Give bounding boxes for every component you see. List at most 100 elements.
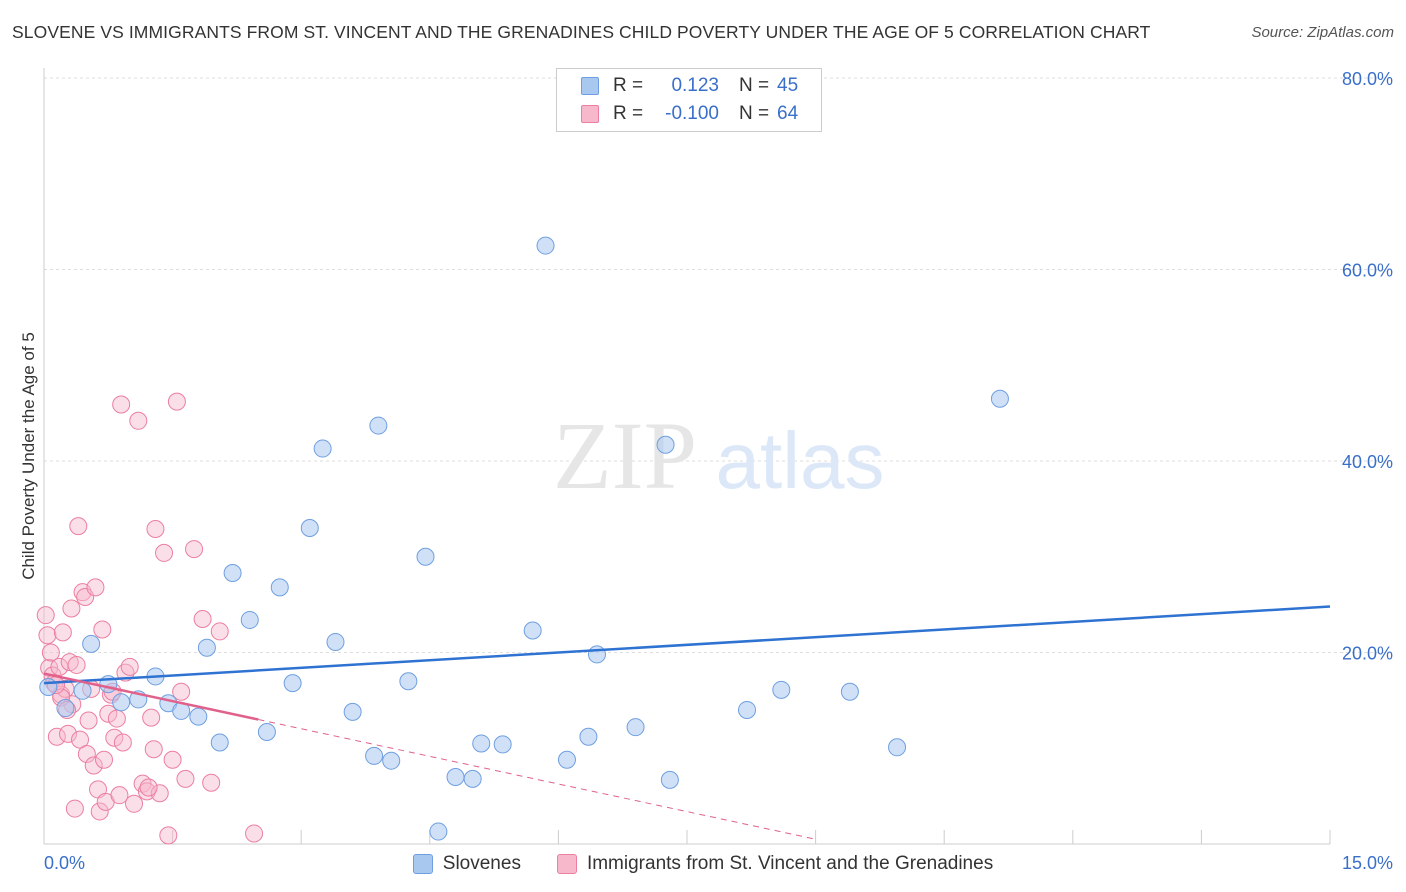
slovenes-point xyxy=(493,735,512,754)
slovenes-point xyxy=(56,699,75,718)
slovenes-point xyxy=(536,236,555,255)
immigrants-point xyxy=(185,540,204,559)
slovenes-point xyxy=(343,702,362,721)
y-tick-label: 20.0% xyxy=(1342,644,1393,664)
immigrants-point xyxy=(84,756,103,775)
legend-n-value: 64 xyxy=(777,103,799,124)
slovenes-point xyxy=(73,681,92,700)
x-tick-max: 15.0% xyxy=(1342,853,1393,873)
legend-r-label: R = xyxy=(613,103,644,124)
legend-n-label: N = xyxy=(739,103,770,124)
legend-row-slovenes: R = 0.123 N = 45 xyxy=(557,73,798,99)
immigrants-point xyxy=(110,786,129,805)
chart-title: SLOVENE VS IMMIGRANTS FROM ST. VINCENT A… xyxy=(12,22,1151,42)
slovenes-point xyxy=(283,674,302,693)
slovenes-point xyxy=(579,727,598,746)
immigrants-point xyxy=(69,517,88,536)
immigrants-point xyxy=(90,802,109,821)
immigrants-point xyxy=(142,708,161,727)
immigrants-point xyxy=(120,657,139,676)
legend-r-value: -0.100 xyxy=(665,103,719,124)
series-legend: Slovenes Immigrants from St. Vincent and… xyxy=(0,853,1406,875)
immigrants-point xyxy=(163,750,182,769)
legend-n-label: N = xyxy=(739,75,770,96)
legend-swatch-pink xyxy=(581,105,599,123)
source-credit: Source: ZipAtlas.com xyxy=(1251,24,1394,41)
slovenes-point xyxy=(82,634,101,653)
immigrants-points xyxy=(36,392,264,845)
slovenes-point xyxy=(626,718,645,737)
immigrants-point xyxy=(150,784,169,803)
slovenes-point xyxy=(369,416,388,435)
immigrants-point xyxy=(176,769,195,788)
slovenes-point xyxy=(257,722,276,741)
legend-row-immigrants: R = -0.100 N = 64 xyxy=(557,101,798,127)
slovenes-point xyxy=(472,734,491,753)
legend-item-slovenes[interactable]: Slovenes xyxy=(412,853,521,875)
x-tick-min: 0.0% xyxy=(44,853,85,873)
immigrants-point xyxy=(93,620,112,639)
immigrants-point xyxy=(65,799,84,818)
slovenes-point xyxy=(300,519,319,538)
slovenes-point xyxy=(990,389,1009,408)
immigrants-point xyxy=(210,622,229,641)
legend-label-immigrants: Immigrants from St. Vincent and the Gren… xyxy=(586,853,994,874)
watermark-zip: ZIP xyxy=(553,402,697,509)
slovenes-point xyxy=(270,578,289,597)
slovenes-point xyxy=(399,672,418,691)
legend-item-immigrants[interactable]: Immigrants from St. Vincent and the Gren… xyxy=(556,853,994,875)
immigrants-point xyxy=(167,392,186,411)
immigrants-point xyxy=(95,750,114,769)
immigrants-point xyxy=(144,740,163,759)
immigrants-point xyxy=(155,543,174,562)
legend-n-value: 45 xyxy=(777,75,799,96)
legend-swatch-blue xyxy=(581,77,599,95)
immigrants-point xyxy=(77,744,96,763)
immigrants-point xyxy=(62,599,81,618)
slovenes-point xyxy=(463,769,482,788)
immigrants-point xyxy=(99,704,118,723)
immigrants-point xyxy=(53,623,72,642)
immigrants-point xyxy=(193,609,212,628)
immigrants-point xyxy=(79,711,98,730)
immigrants-trend-line xyxy=(43,672,259,721)
slovenes-point xyxy=(210,733,229,752)
slovenes-point xyxy=(189,707,208,726)
legend-label-slovenes: Slovenes xyxy=(442,853,521,874)
immigrants-point xyxy=(36,606,55,625)
slovenes-point xyxy=(365,746,384,765)
immigrants-point xyxy=(139,778,158,797)
slovenes-point xyxy=(840,682,859,701)
trend-lines xyxy=(43,605,1331,840)
slovenes-point xyxy=(587,645,606,664)
slovenes-point xyxy=(326,632,345,651)
legend-r-value: 0.123 xyxy=(671,75,719,96)
legend-swatch-blue xyxy=(412,854,433,874)
slovenes-point xyxy=(557,750,576,769)
immigrants-point xyxy=(159,826,178,845)
slovenes-point xyxy=(888,738,907,757)
watermark-atlas: atlas xyxy=(716,416,885,505)
immigrants-point xyxy=(107,709,126,728)
slovenes-point xyxy=(446,767,465,786)
y-tick-label: 60.0% xyxy=(1342,261,1393,281)
immigrants-point xyxy=(129,411,148,430)
immigrants-point xyxy=(112,395,131,414)
slovenes-point xyxy=(738,700,757,719)
slovenes-point xyxy=(772,680,791,699)
stats-legend: R = 0.123 N = 45 R = -0.100 N = 64 xyxy=(556,68,822,132)
immigrants-point xyxy=(86,578,105,597)
immigrants-point xyxy=(202,773,221,792)
immigrants-point xyxy=(47,727,66,746)
immigrants-point xyxy=(172,682,191,701)
y-tick-label: 40.0% xyxy=(1342,452,1393,472)
slovenes-point xyxy=(240,610,259,629)
immigrants-point xyxy=(125,794,144,813)
immigrants-point xyxy=(38,626,57,645)
slovenes-point xyxy=(223,564,242,583)
slovenes-point xyxy=(416,547,435,566)
immigrants-point xyxy=(41,643,60,662)
slovenes-point xyxy=(429,822,448,841)
slovenes-point xyxy=(382,751,401,770)
immigrants-point xyxy=(146,519,165,538)
